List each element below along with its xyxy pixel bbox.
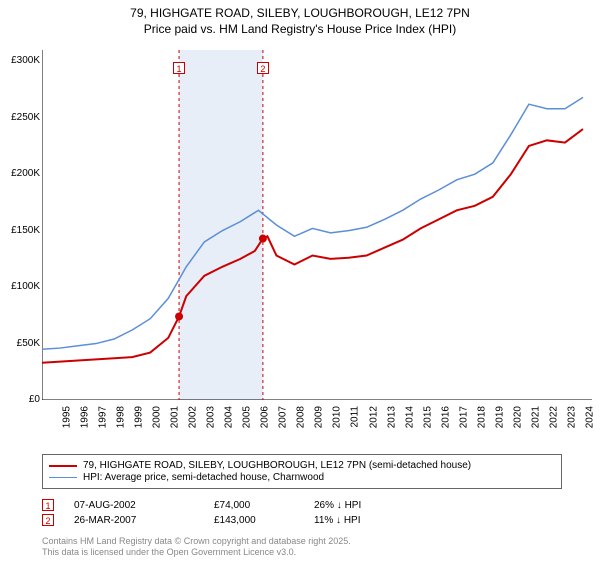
x-tick-label: 2007: [278, 406, 289, 428]
transaction-row: 2 26-MAR-2007£143,00011% ↓ HPI: [42, 514, 562, 526]
x-tick-label: 2002: [187, 406, 198, 428]
footer-attribution: Contains HM Land Registry data © Crown c…: [42, 536, 351, 558]
x-tick-label: 2004: [224, 406, 235, 428]
chart-area: £0£50K£100K£150K£200K£250K£300K199519961…: [42, 50, 592, 430]
y-tick-label: £250K: [0, 112, 40, 123]
x-tick-label: 2020: [512, 406, 523, 428]
legend-label: HPI: Average price, semi-detached house,…: [83, 472, 324, 483]
x-tick-label: 2015: [422, 406, 433, 428]
x-tick-label: 1999: [133, 406, 144, 428]
x-tick-label: 2009: [314, 406, 325, 428]
x-tick-label: 1997: [97, 406, 108, 428]
transaction-date: 26-MAR-2007: [74, 515, 214, 526]
x-tick-label: 2012: [368, 406, 379, 428]
x-tick-label: 2000: [151, 406, 162, 428]
x-tick-label: 2022: [548, 406, 559, 428]
chart-svg: [42, 50, 592, 400]
chart-marker-1: 1: [173, 62, 185, 74]
x-tick-label: 2021: [530, 406, 541, 428]
x-tick-label: 1996: [79, 406, 90, 428]
x-tick-label: 2013: [386, 406, 397, 428]
transaction-price: £143,000: [214, 515, 314, 526]
x-tick-label: 2011: [349, 406, 360, 428]
transaction-marker: 1: [42, 499, 54, 511]
x-tick-label: 1998: [115, 406, 126, 428]
legend: 79, HIGHGATE ROAD, SILEBY, LOUGHBOROUGH,…: [42, 454, 562, 489]
transaction-diff: 26% ↓ HPI: [314, 500, 434, 511]
x-tick-label: 2003: [206, 406, 217, 428]
transaction-marker: 2: [42, 514, 54, 526]
y-tick-label: £100K: [0, 281, 40, 292]
y-tick-label: £50K: [0, 338, 40, 349]
x-tick-label: 1995: [61, 406, 72, 428]
legend-label: 79, HIGHGATE ROAD, SILEBY, LOUGHBOROUGH,…: [83, 460, 471, 471]
legend-item: HPI: Average price, semi-detached house,…: [49, 472, 555, 483]
x-tick-label: 2024: [584, 406, 595, 428]
x-tick-label: 2014: [404, 406, 415, 428]
title-line-2: Price paid vs. HM Land Registry's House …: [0, 22, 600, 36]
footer-line-2: This data is licensed under the Open Gov…: [42, 547, 351, 558]
transaction-row: 1 07-AUG-2002£74,00026% ↓ HPI: [42, 499, 562, 511]
legend-swatch: [49, 465, 77, 467]
x-tick-label: 2018: [476, 406, 487, 428]
chart-title: 79, HIGHGATE ROAD, SILEBY, LOUGHBOROUGH,…: [0, 6, 600, 36]
y-tick-label: £300K: [0, 55, 40, 66]
x-tick-label: 2016: [440, 406, 451, 428]
x-tick-label: 2005: [242, 406, 253, 428]
plot-area: [42, 50, 592, 400]
legend-swatch: [49, 477, 77, 479]
x-tick-label: 2006: [260, 406, 271, 428]
transactions-table: 1 07-AUG-2002£74,00026% ↓ HPI 2 26-MAR-2007…: [42, 496, 562, 529]
y-tick-label: £0: [0, 394, 40, 405]
transaction-date: 07-AUG-2002: [74, 500, 214, 511]
legend-item: 79, HIGHGATE ROAD, SILEBY, LOUGHBOROUGH,…: [49, 460, 555, 471]
x-tick-label: 2017: [458, 406, 469, 428]
footer-line-1: Contains HM Land Registry data © Crown c…: [42, 536, 351, 547]
x-tick-label: 2019: [494, 406, 505, 428]
chart-marker-2: 2: [257, 62, 269, 74]
x-tick-label: 2008: [296, 406, 307, 428]
x-tick-label: 2010: [332, 406, 343, 428]
title-line-1: 79, HIGHGATE ROAD, SILEBY, LOUGHBOROUGH,…: [0, 6, 600, 20]
transaction-price: £74,000: [214, 500, 314, 511]
y-tick-label: £200K: [0, 168, 40, 179]
x-tick-label: 2023: [566, 406, 577, 428]
y-tick-label: £150K: [0, 225, 40, 236]
x-tick-label: 2001: [169, 406, 180, 428]
transaction-diff: 11% ↓ HPI: [314, 515, 434, 526]
